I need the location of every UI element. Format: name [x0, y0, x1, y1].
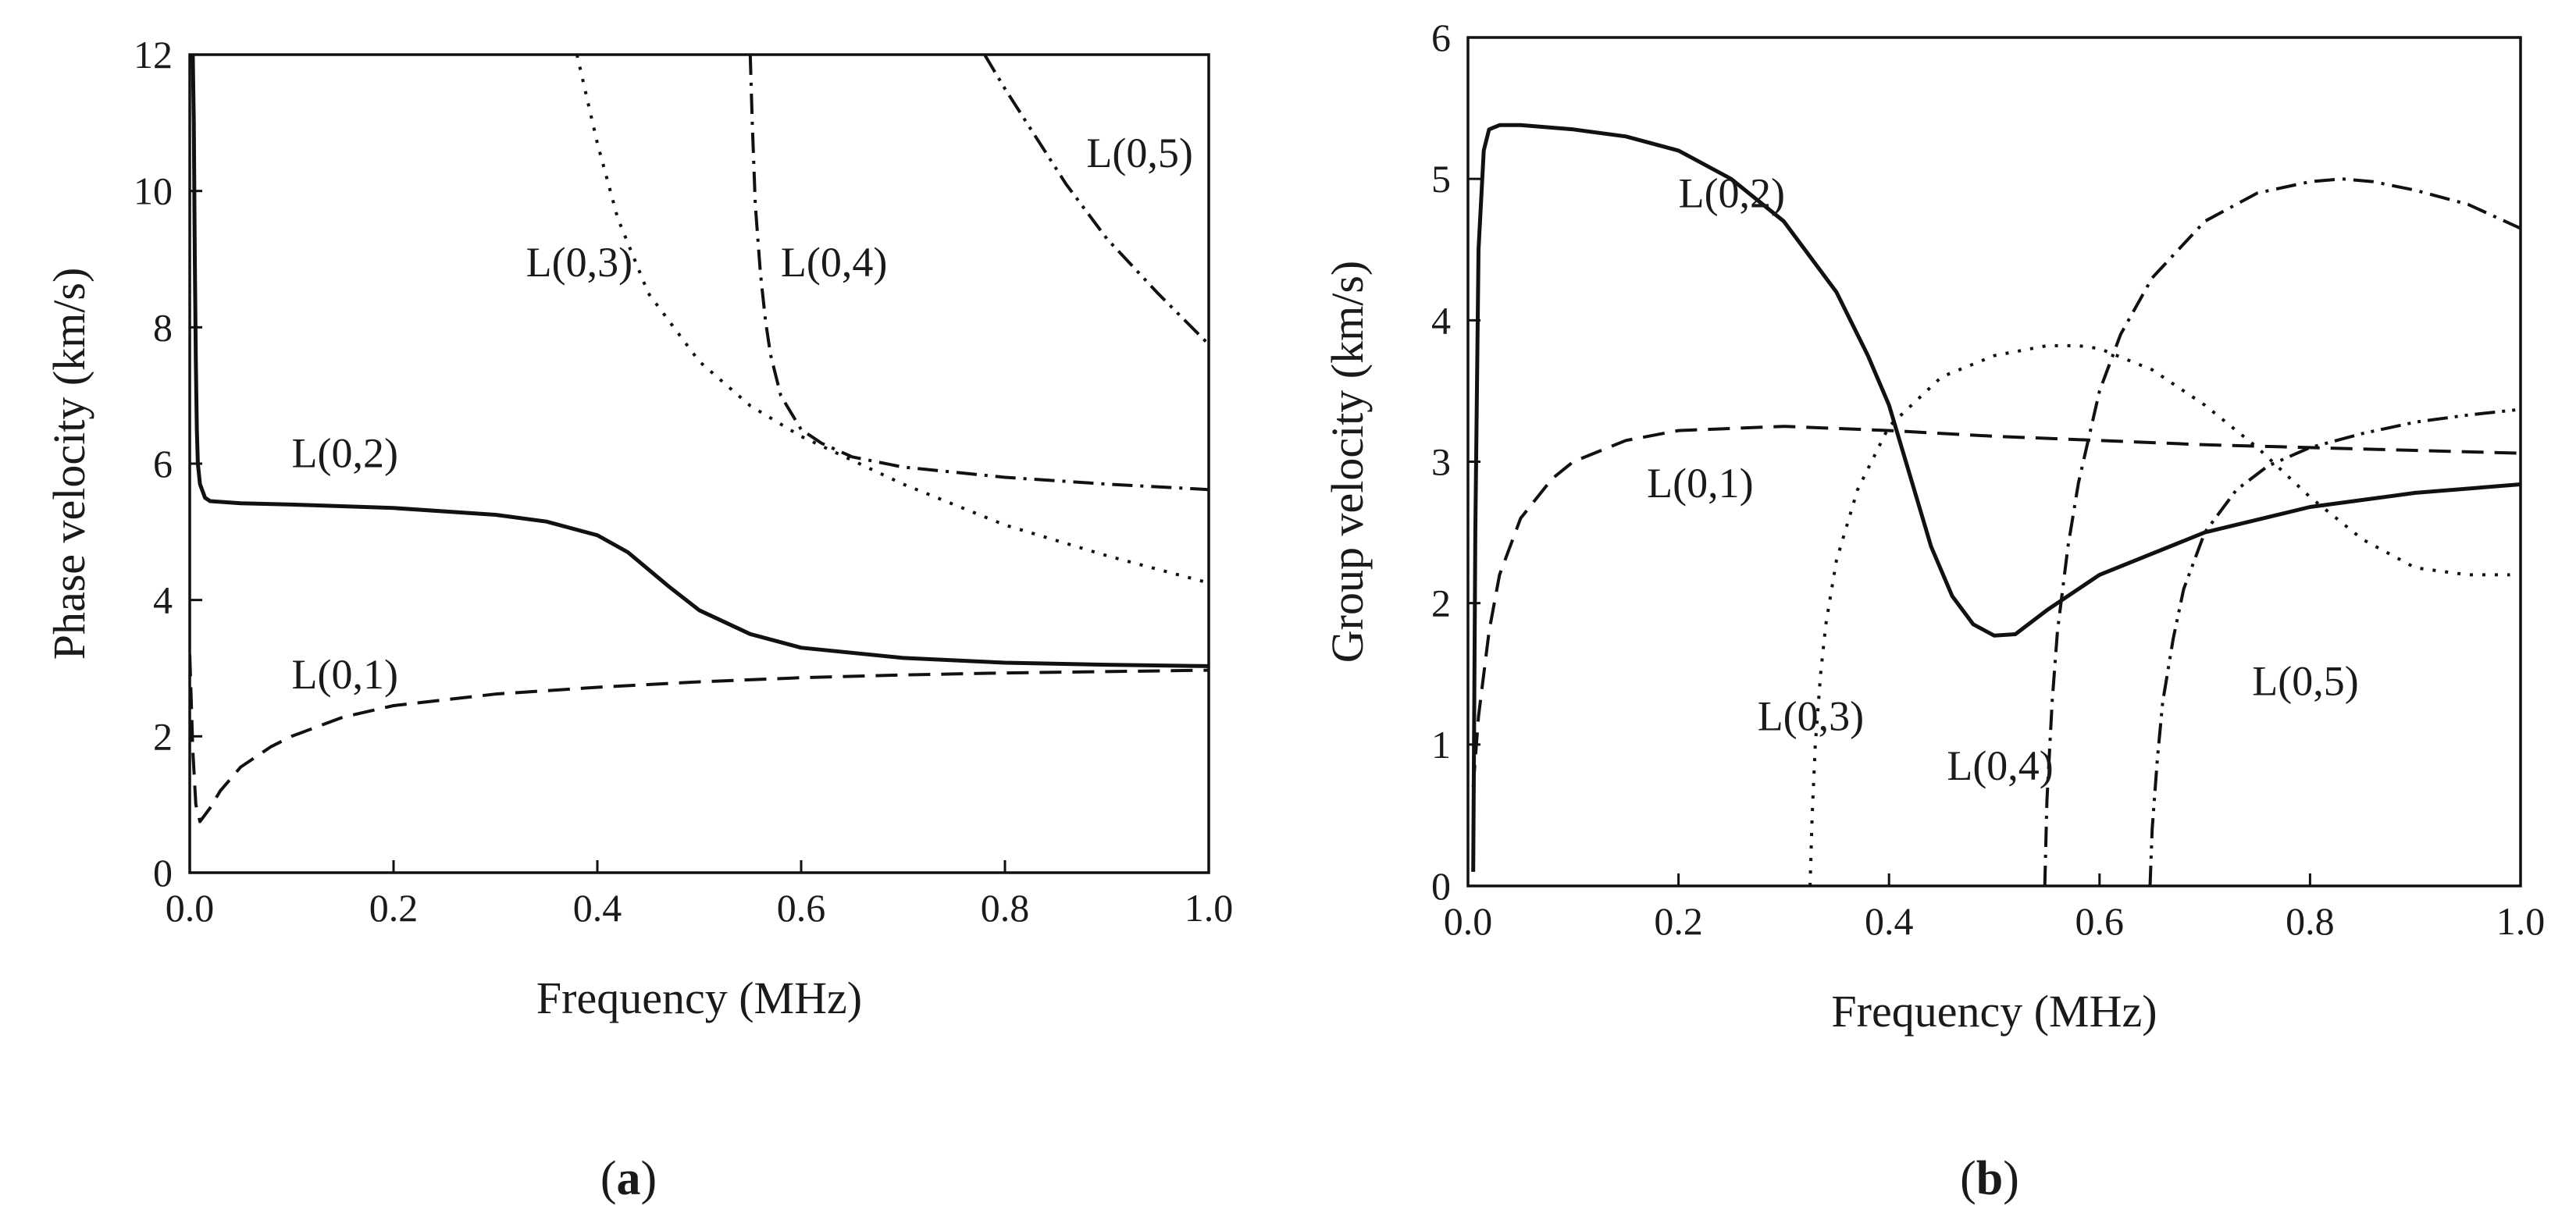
y-tick-label: 4: [1431, 298, 1451, 342]
panel-label-close: ): [2003, 1152, 2019, 1205]
x-tick-label: 1.0: [1185, 886, 1234, 930]
y-tick-label: 5: [1431, 157, 1451, 201]
x-axis-title: Frequency (MHz): [536, 973, 862, 1023]
panel-label-letter: b: [1976, 1152, 2003, 1205]
y-tick-label: 2: [1431, 582, 1451, 625]
y-tick-label: 3: [1431, 440, 1451, 484]
series-line-l-0-5: [2148, 407, 2521, 886]
y-tick-label: 4: [153, 578, 173, 622]
series-line-l-0-2: [1471, 123, 2521, 872]
x-tick-label: 0.2: [1654, 899, 1703, 943]
y-axis-title: Group velocity (km/s): [1322, 261, 1373, 663]
x-tick-label: 0.4: [1865, 899, 1914, 943]
curve-label: L(0,5): [2252, 657, 2358, 704]
series-line-l-0-1: [190, 654, 1209, 823]
x-tick-label: 0.6: [2075, 899, 2125, 943]
y-tick-label: 6: [153, 442, 173, 486]
x-axis-title: Frequency (MHz): [1831, 986, 2157, 1037]
curve-label: L(0,2): [292, 429, 398, 476]
panel-label-open: (: [1960, 1152, 1976, 1205]
x-tick-label: 0.6: [777, 886, 826, 930]
curve-label: L(0,1): [292, 651, 398, 698]
x-tick-label: 0.2: [369, 886, 419, 930]
panel-label: (b): [1960, 1152, 2019, 1205]
curve-label: L(0,4): [781, 239, 887, 286]
y-tick-label: 12: [134, 33, 173, 76]
series-line-l-0-3: [575, 55, 1209, 585]
y-tick-label: 0: [153, 851, 173, 895]
x-tick-label: 0.0: [1444, 899, 1493, 943]
panel-label-letter: a: [617, 1152, 641, 1205]
panel-label-close: ): [641, 1152, 657, 1205]
series-line-l-0-2: [191, 55, 1209, 668]
y-tick-label: 10: [134, 169, 173, 213]
series-line-l-0-5: [983, 55, 1209, 346]
x-tick-label: 1.0: [2496, 899, 2546, 943]
x-tick-label: 0.8: [981, 886, 1030, 930]
curve-label: L(0,1): [1647, 460, 1753, 507]
panel-b: 0.0 0.2 0.4 0.6 0.8 1.0 0 1 2 3 4 5 6 Frequency (MHz)…: [1322, 16, 2545, 1205]
curve-label: L(0,3): [526, 239, 632, 286]
y-tick-label: 6: [1431, 16, 1451, 59]
curve-label: L(0,3): [1758, 693, 1864, 740]
series-line-l-0-4: [2043, 177, 2521, 886]
x-tick-label: 0.4: [573, 886, 622, 930]
curve-label: L(0,5): [1086, 130, 1192, 176]
x-tick-label: 0.8: [2286, 899, 2335, 943]
series-group: [1471, 123, 2521, 886]
series-line-l-0-1: [1471, 425, 2521, 788]
y-tick-label: 2: [153, 714, 173, 758]
x-tick-label: 0.0: [166, 886, 215, 930]
series-group: [190, 55, 1209, 823]
curve-label: L(0,2): [1679, 169, 1785, 216]
y-tick-label: 1: [1431, 723, 1451, 767]
y-axis-title: Phase velocity (km/s): [44, 268, 94, 660]
series-line-l-0-4: [748, 55, 1209, 492]
panel-label-open: (: [600, 1152, 617, 1205]
panel-a: 0.0 0.2 0.4 0.6 0.8 1.0 0 2 4 6 8 10 12 Frequency (MH…: [44, 33, 1233, 1205]
curve-label: L(0,4): [1947, 742, 2053, 789]
y-tick-label: 0: [1431, 864, 1451, 908]
panel-label: (a): [600, 1152, 657, 1205]
series-line-l-0-3: [1808, 343, 2510, 886]
y-tick-label: 8: [153, 305, 173, 349]
